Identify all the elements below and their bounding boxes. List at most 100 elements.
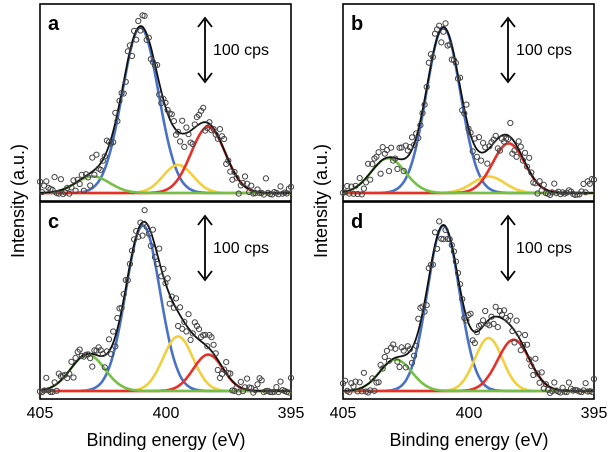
data-point — [258, 377, 265, 384]
data-point — [154, 260, 161, 268]
data-point — [536, 178, 543, 185]
data-point — [101, 364, 108, 371]
panel-a-frame — [39, 3, 292, 202]
data-point — [578, 188, 585, 195]
x-tick-left-400: 400 — [153, 405, 180, 422]
data-point — [170, 118, 177, 125]
data-point — [413, 342, 420, 349]
data-point — [436, 218, 443, 225]
envelope-fit-curve — [342, 26, 594, 194]
data-point — [457, 281, 464, 288]
data-point — [513, 153, 520, 160]
data-point — [225, 157, 232, 164]
x-tick-right-395: 395 — [581, 405, 608, 422]
data-point — [177, 304, 184, 311]
data-point — [241, 384, 249, 391]
data-point — [68, 184, 75, 191]
data-point — [446, 41, 453, 48]
data-point — [534, 370, 541, 377]
data-point — [141, 12, 148, 19]
data-point — [189, 330, 196, 337]
data-point — [262, 388, 269, 395]
x-axis-label-right: Binding energy (eV) — [389, 430, 548, 450]
scale-bar-label: 100 cps — [213, 240, 269, 257]
data-point — [128, 247, 136, 254]
x-tick-right-400: 400 — [456, 405, 483, 422]
data-point — [352, 182, 359, 189]
data-point — [572, 191, 579, 198]
data-point — [87, 355, 94, 362]
data-point — [517, 143, 524, 150]
data-point — [507, 119, 514, 127]
data-point — [442, 20, 449, 27]
data-point — [392, 345, 399, 352]
data-point — [120, 291, 127, 298]
data-point — [469, 148, 476, 155]
data-point — [425, 59, 432, 66]
data-point — [166, 300, 173, 307]
data-point — [408, 359, 416, 366]
data-point — [206, 119, 213, 126]
data-points — [36, 12, 295, 198]
data-point — [551, 379, 558, 386]
data-point — [446, 236, 453, 243]
component-green-curve — [342, 358, 594, 393]
data-point — [149, 226, 156, 233]
panel-c: c 100 cps — [36, 201, 295, 400]
data-point — [388, 144, 395, 151]
data-point — [383, 347, 390, 354]
data-point — [452, 59, 459, 67]
data-point — [400, 347, 407, 354]
data-point — [549, 189, 556, 196]
data-point — [162, 99, 169, 106]
data-point — [400, 167, 407, 175]
data-point — [346, 389, 353, 396]
data-point — [164, 275, 171, 282]
data-point — [423, 302, 430, 309]
data-point — [427, 261, 434, 268]
data-point — [122, 78, 129, 85]
data-point — [501, 307, 508, 314]
x-axis-label-left: Binding energy (eV) — [86, 430, 245, 450]
data-point — [342, 377, 349, 384]
scale-bar-arrow — [500, 16, 516, 84]
data-point — [354, 388, 361, 395]
data-point — [66, 190, 73, 197]
data-point — [70, 177, 77, 184]
data-point — [590, 176, 598, 183]
data-point — [210, 341, 217, 348]
panel-d: d 100 cps — [339, 201, 598, 400]
data-point — [137, 219, 144, 226]
data-point — [181, 318, 188, 325]
data-point — [256, 190, 263, 197]
data-point — [85, 174, 92, 181]
data-point — [467, 310, 474, 317]
data-point — [367, 176, 374, 183]
data-point — [385, 357, 393, 364]
data-point — [43, 178, 50, 185]
data-point — [235, 389, 242, 396]
data-point — [408, 134, 416, 141]
data-point — [588, 388, 596, 395]
data-point — [49, 186, 56, 193]
data-point — [419, 110, 426, 117]
data-point — [511, 147, 518, 154]
data-point — [183, 328, 190, 335]
data-point — [538, 369, 545, 376]
scale-bar-label: 100 cps — [516, 42, 572, 59]
data-point — [442, 226, 449, 234]
data-points — [36, 207, 295, 396]
data-point — [371, 387, 378, 394]
data-point — [143, 223, 150, 230]
panel-a: a 100 cps — [36, 3, 295, 202]
panel-d-label: d — [351, 211, 363, 233]
data-point — [417, 122, 424, 129]
data-point — [584, 388, 591, 395]
data-point — [212, 350, 219, 357]
data-point — [471, 339, 478, 347]
scale-bar-arrow — [197, 16, 213, 84]
data-point — [471, 135, 478, 142]
data-point — [53, 387, 60, 394]
data-point — [452, 258, 459, 265]
